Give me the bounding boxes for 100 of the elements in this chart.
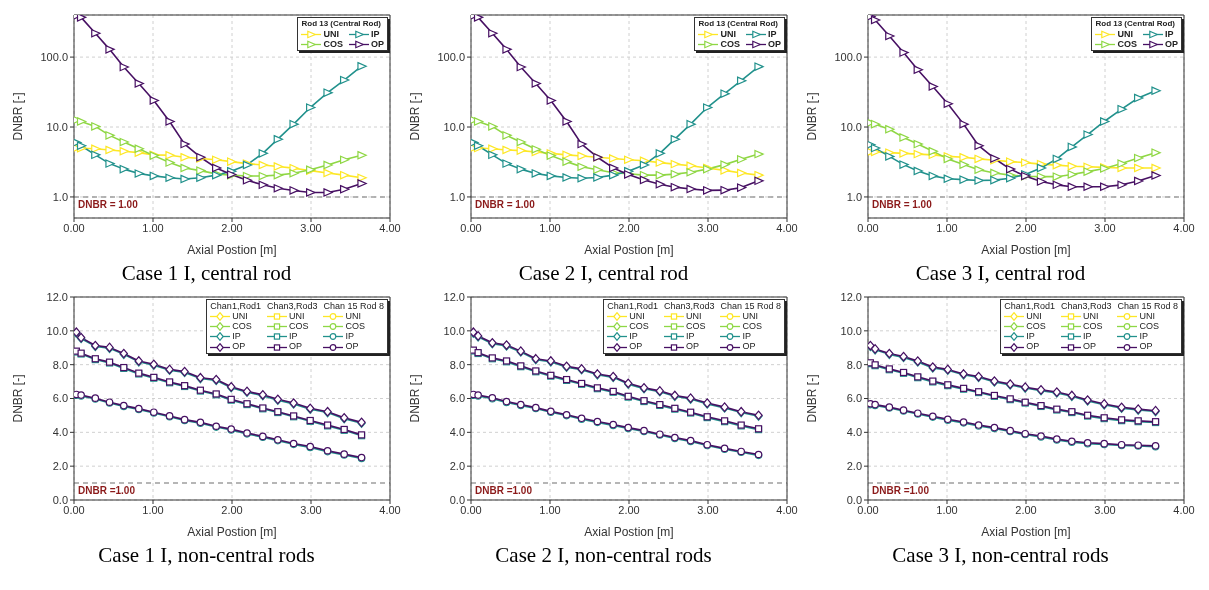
ref-line-label: DNBR =1.00 [872, 485, 930, 497]
x-tick-label: 0.00 [460, 503, 482, 516]
y-axis-title: DNBR [-] [11, 374, 26, 423]
y-tick-label: 100.0 [834, 51, 862, 63]
legend-label: IP [684, 331, 696, 342]
x-tick-label: 4.00 [776, 221, 798, 234]
y-tick-label: 4.0 [846, 426, 862, 439]
text: Chan 15 Rod 8 [323, 301, 384, 311]
legend-label: IP [1138, 331, 1149, 342]
x-axis-title: Axial Postion [m] [584, 525, 674, 539]
x-axis-title: Axial Postion [m] [981, 243, 1071, 257]
legend-label: COS [287, 321, 310, 332]
x-tick-label: 2.00 [618, 503, 640, 516]
y-tick-label: 8.0 [449, 358, 465, 371]
text: Case 3 I, non-central rods [891, 542, 1110, 569]
x-tick-label: 4.00 [379, 503, 401, 516]
x-tick-label: 2.00 [221, 221, 243, 234]
legend-label: COS [741, 321, 763, 332]
x-tick-label: 3.00 [300, 221, 322, 234]
text: Chan 15 Rod 8 [720, 301, 781, 311]
legend-label: IP [231, 331, 242, 342]
text: Chan1,Rod1 [1004, 301, 1055, 311]
y-tick-label: 10.0 [443, 324, 465, 337]
legend-label: COS [628, 321, 650, 332]
y-tick-label: 1.0 [846, 190, 862, 203]
legend-label: OP [684, 341, 700, 352]
legend-label: OP [344, 341, 360, 352]
legend-label: IP [1081, 331, 1093, 342]
y-tick-label: 8.0 [52, 358, 68, 371]
legend-label: UNI [684, 311, 703, 322]
y-tick-label: 6.0 [846, 392, 862, 405]
y-tick-label: 10.0 [46, 120, 68, 133]
legend-label: OP [287, 341, 303, 352]
x-tick-label: 1.00 [539, 221, 561, 234]
legend-label: IP [1025, 331, 1036, 342]
text: Chan1,Rod1 [210, 301, 261, 311]
y-tick-label: 100.0 [437, 51, 465, 63]
x-tick-label: 0.00 [857, 221, 879, 234]
y-tick-label: 12.0 [840, 290, 862, 303]
text: Case 2 I, central rod [517, 260, 690, 287]
legend-label: OP [1025, 341, 1041, 352]
x-tick-label: 4.00 [776, 503, 798, 516]
legend-label: IP [370, 29, 381, 40]
legend-label: OP [1081, 341, 1097, 352]
x-tick-label: 2.00 [618, 221, 640, 234]
legend-label: OP [628, 341, 644, 352]
x-tick-label: 0.00 [63, 503, 85, 516]
legend-label: OP [741, 341, 757, 352]
y-tick-label: 10.0 [46, 324, 68, 337]
legend-label: UNI [344, 311, 362, 322]
legend-label: COS [322, 39, 343, 50]
y-tick-label: 6.0 [449, 392, 465, 405]
x-tick-label: 4.00 [1173, 221, 1195, 234]
legend-title: Rod 13 (Central Rod) [698, 19, 780, 29]
legend-label: IP [767, 29, 778, 40]
legend-label: OP [1138, 341, 1154, 352]
legend-label: UNI [741, 311, 759, 322]
ref-line-label: DNBR =1.00 [475, 485, 533, 497]
legend-title: Rod 13 (Central Rod) [1095, 19, 1177, 29]
text: Case 1 I, non-central rods [97, 542, 316, 569]
y-tick-label: 6.0 [52, 392, 68, 405]
legend-label: COS [684, 321, 707, 332]
legend-label: UNI [1025, 311, 1043, 322]
legend-label: UNI [719, 29, 737, 40]
y-axis-title: DNBR [-] [11, 92, 26, 141]
legend-label: COS [1025, 321, 1047, 332]
legend-label: UNI [287, 311, 306, 322]
y-tick-label: 2.0 [52, 460, 68, 473]
legend-label: OP [231, 341, 247, 352]
text: Case 3 I, central rod [914, 260, 1087, 287]
legend-label: COS [719, 39, 740, 50]
y-tick-label: 10.0 [443, 120, 465, 133]
y-tick-label: 0.0 [449, 493, 465, 506]
legend-label: UNI [628, 311, 646, 322]
text: Case 2 I, non-central rods [494, 542, 713, 569]
legend-label: UNI [1081, 311, 1100, 322]
y-axis-title: DNBR [-] [408, 92, 423, 141]
y-tick-label: 2.0 [449, 460, 465, 473]
text: Chan 15 Rod 8 [1117, 301, 1178, 311]
legend-label: UNI [1138, 311, 1156, 322]
x-tick-label: 1.00 [936, 221, 958, 234]
y-tick-label: 1.0 [52, 190, 68, 203]
x-tick-label: 0.00 [63, 221, 85, 234]
x-axis-title: Axial Postion [m] [187, 525, 277, 539]
y-tick-label: 0.0 [52, 493, 68, 506]
legend-label: IP [628, 331, 639, 342]
y-tick-label: 1.0 [449, 190, 465, 203]
x-axis-title: Axial Postion [m] [981, 525, 1071, 539]
y-tick-label: 12.0 [443, 290, 465, 303]
ref-line-label: DNBR = 1.00 [78, 199, 139, 211]
y-axis-title: DNBR [-] [805, 374, 820, 423]
text: Chan3,Rod3 [663, 301, 715, 311]
x-tick-label: 1.00 [936, 503, 958, 516]
legend-label: OP [1164, 39, 1178, 50]
y-tick-label: 4.0 [449, 426, 465, 439]
text: Chan1,Rod1 [607, 301, 658, 311]
legend-label: UNI [231, 311, 249, 322]
x-tick-label: 4.00 [1173, 503, 1195, 516]
text: Chan3,Rod3 [1060, 301, 1112, 311]
legend-label: OP [767, 39, 781, 50]
